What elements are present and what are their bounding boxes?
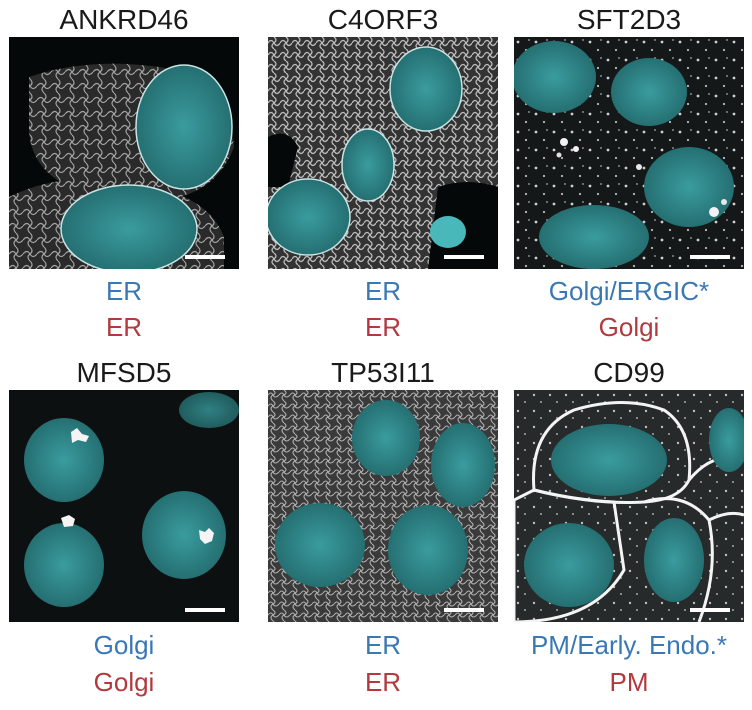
localization-label-blue: ER (364, 276, 402, 306)
localization-label-blue: ER (105, 276, 143, 306)
scale-bar (690, 608, 730, 612)
micrograph-svg (514, 390, 744, 622)
micrograph-svg (514, 37, 744, 269)
micrograph-svg (268, 37, 498, 269)
localization-label-blue: Golgi/ERGIC* (548, 276, 710, 306)
gene-title: TP53I11 (331, 357, 435, 388)
micrograph-svg (9, 390, 239, 622)
localization-label-blue: PM/Early. Endo.* (530, 630, 728, 660)
localization-label-red: ER (364, 312, 402, 342)
gene-title: CD99 (593, 357, 665, 388)
scale-bar (185, 608, 225, 612)
gene-title: C4ORF3 (327, 4, 439, 35)
micrograph-svg (9, 63, 234, 269)
scale-bar (185, 255, 225, 259)
micrograph-image (514, 37, 744, 269)
scale-bar (444, 608, 484, 612)
localization-label-red: PM (609, 667, 649, 697)
gene-title: SFT2D3 (576, 4, 682, 35)
gene-title: ANKRD46 (59, 4, 189, 35)
micrograph-image (9, 390, 239, 622)
micrograph-image (268, 390, 498, 622)
gene-title: MFSD5 (76, 357, 172, 388)
localization-label-red: ER (105, 312, 143, 342)
scale-bar (444, 255, 484, 259)
localization-label-blue: Golgi (93, 630, 155, 660)
localization-label-red: Golgi (598, 312, 660, 342)
localization-label-red: ER (364, 667, 402, 697)
localization-label-blue: ER (364, 630, 402, 660)
micrograph-image (268, 37, 498, 269)
scale-bar (690, 255, 730, 259)
micrograph-image (514, 390, 744, 622)
localization-label-red: Golgi (93, 667, 155, 697)
micrograph-svg (268, 390, 498, 622)
micrograph-image (9, 37, 239, 269)
